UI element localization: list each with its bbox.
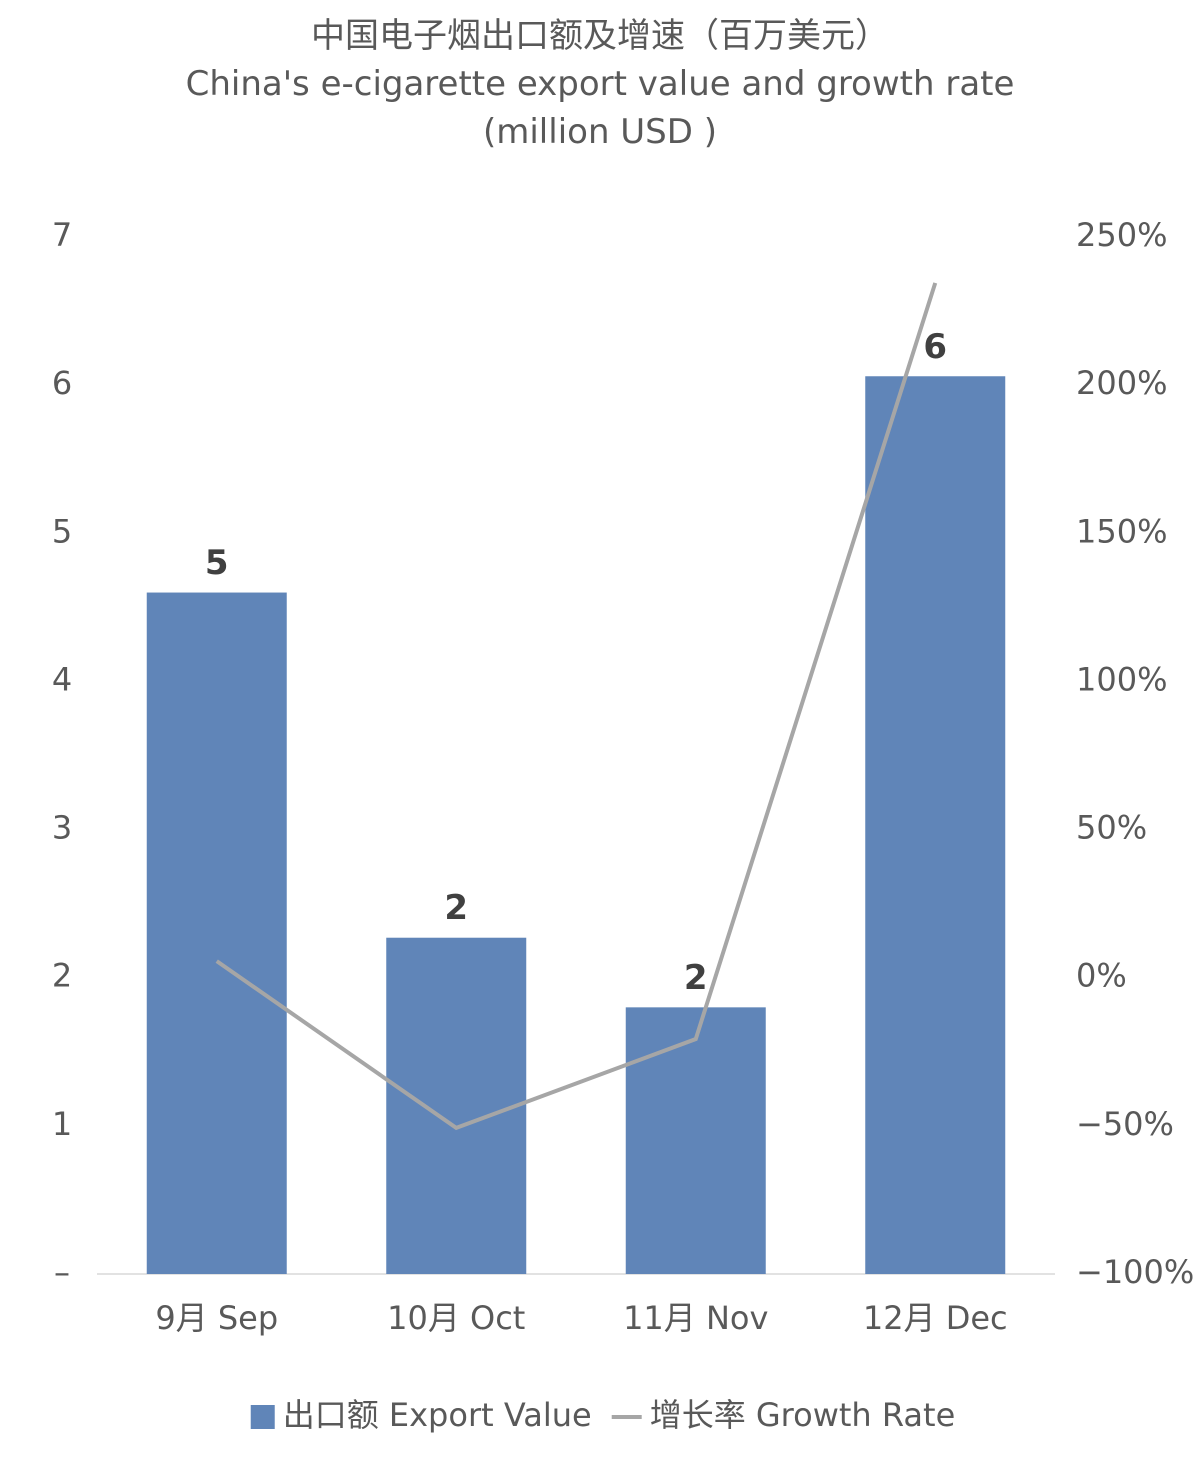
- legend-label: 增长率 Growth Rate: [650, 1396, 956, 1434]
- x-tick-label: 9月 Sep: [155, 1299, 278, 1337]
- y2-tick-label: 150%: [1076, 512, 1167, 550]
- bar: [146, 592, 287, 1274]
- x-tick-label: 11月 Nov: [623, 1299, 768, 1337]
- y-tick-label: 2: [52, 957, 72, 995]
- legend-marker: [250, 1405, 275, 1429]
- y-tick-label: 1: [52, 1105, 72, 1143]
- y-tick-label: 4: [52, 660, 72, 698]
- y2-tick-label: 250%: [1076, 216, 1167, 254]
- data-label: 5: [205, 543, 229, 583]
- y2-tick-label: −50%: [1076, 1105, 1174, 1143]
- y2-tick-label: 50%: [1076, 809, 1147, 847]
- x-tick-label: 12月 Dec: [863, 1299, 1008, 1337]
- bar: [625, 1007, 766, 1274]
- legend-label: 出口额 Export Value: [283, 1396, 592, 1434]
- data-label: 6: [923, 327, 947, 367]
- y-tick-label: 3: [52, 809, 72, 847]
- y2-tick-label: −100%: [1076, 1253, 1194, 1291]
- data-label: 2: [444, 888, 468, 928]
- y-tick-label: 7: [52, 216, 72, 254]
- y2-tick-label: 0%: [1076, 957, 1127, 995]
- bar: [386, 937, 527, 1274]
- x-tick-label: 10月 Oct: [387, 1299, 525, 1337]
- bar: [865, 376, 1006, 1274]
- chart-title: 中国电子烟出口额及增速（百万美元）: [311, 16, 889, 56]
- y-tick-label: 5: [52, 512, 72, 550]
- chart-subtitle: China's e-cigarette export value and gro…: [185, 64, 1015, 152]
- y-tick-label: 6: [52, 364, 72, 402]
- y2-tick-label: 100%: [1076, 660, 1167, 698]
- data-label: 2: [684, 958, 708, 998]
- line: [215, 282, 938, 1131]
- y2-tick-label: 200%: [1076, 364, 1167, 402]
- y-tick-label: –: [54, 1253, 70, 1291]
